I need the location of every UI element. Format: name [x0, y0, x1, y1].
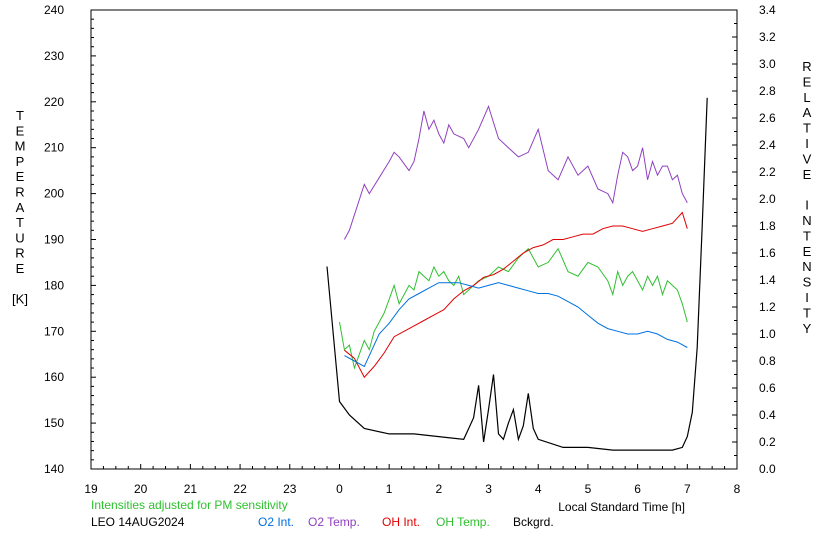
series-line-bckgrd [326, 97, 708, 451]
left-label-letter: U [15, 230, 24, 245]
left-tick-label: 150 [44, 416, 64, 430]
left-label-letter: R [15, 185, 24, 200]
right-tick-label: 3.2 [759, 30, 776, 44]
right-label-letter: S [803, 275, 812, 290]
right-label-letter: T [803, 228, 811, 243]
right-label-letter: T [803, 305, 811, 320]
right-tick-label: 1.6 [759, 246, 776, 260]
left-tick-label: 220 [44, 95, 64, 109]
left-tick-label: 210 [44, 141, 64, 155]
right-tick-label: 2.8 [759, 84, 776, 98]
right-label-letter: Y [803, 321, 812, 336]
series-line-oh-temp [339, 247, 688, 370]
right-tick-label: 1.0 [759, 327, 776, 341]
left-tick-label: 160 [44, 370, 64, 384]
legend: O2 Int. O2 Temp. OH Int. OH Temp. Bckgrd. [258, 515, 554, 529]
series-line-o2-int [344, 282, 688, 368]
plot-frame [90, 9, 738, 470]
series-line-oh-int [344, 211, 688, 379]
right-tick-label: 0.4 [759, 408, 776, 422]
right-label-letter: I [805, 198, 809, 213]
right-tick-label: 0.2 [759, 435, 776, 449]
left-tick-label: 170 [44, 324, 64, 338]
left-label-letter: T [16, 215, 24, 230]
legend-item: O2 Temp. [308, 515, 360, 529]
right-label-letter: N [802, 259, 811, 274]
left-tick-label: 240 [44, 3, 64, 17]
left-label-letter: E [16, 261, 25, 276]
x-tick-label: 23 [283, 482, 297, 496]
right-tick-label: 3.4 [759, 3, 776, 17]
sensitivity-note: Intensities adjusted for PM sensitivity [91, 498, 288, 512]
x-tick-label: 4 [535, 482, 542, 496]
bottom-axis-ticks: 19 20 21 22 23 0 1 2 3 4 5 6 7 8 [84, 464, 741, 496]
right-tick-label: 0.0 [759, 462, 776, 476]
right-label-letter: E [803, 244, 812, 259]
x-tick-label: 5 [585, 482, 592, 496]
x-tick-label: 3 [485, 482, 492, 496]
right-tick-label: 2.6 [759, 111, 776, 125]
right-tick-label: 2.0 [759, 192, 776, 206]
left-label-letter: E [16, 169, 25, 184]
legend-item: Bckgrd. [513, 515, 554, 529]
station-date: LEO 14AUG2024 [91, 515, 185, 529]
right-tick-label: 0.6 [759, 381, 776, 395]
x-tick-label: 1 [386, 482, 393, 496]
left-tick-label: 230 [44, 49, 64, 63]
left-tick-label: 200 [44, 187, 64, 201]
x-tick-label: 6 [634, 482, 641, 496]
series-line-o2-temp [343, 104, 688, 240]
left-label-letter: A [16, 200, 25, 215]
legend-item: OH Temp. [436, 515, 490, 529]
left-label-letter: R [15, 246, 24, 261]
left-label-letter: T [16, 108, 24, 123]
right-tick-label: 2.2 [759, 165, 776, 179]
left-label-letter: M [15, 139, 26, 154]
right-label-letter: V [803, 151, 812, 166]
left-axis-ticks: 140 150 160 170 180 190 200 210 220 230 240 [44, 3, 96, 476]
right-axis-ticks: 0.0 0.2 0.4 0.6 0.8 1.0 1.2 1.4 1.6 1.8 2.0 2.2 2.4 2… [732, 3, 776, 476]
right-label-letter: I [805, 290, 809, 305]
x-tick-label: 19 [84, 482, 98, 496]
right-label-letter: A [803, 105, 812, 120]
right-label-letter: R [802, 59, 811, 74]
right-label-letter: E [803, 167, 812, 182]
left-tick-label: 140 [44, 462, 64, 476]
right-label-letter: E [803, 74, 812, 89]
right-tick-label: 3.0 [759, 57, 776, 71]
x-tick-label: 20 [134, 482, 148, 496]
right-label-letter: T [803, 121, 811, 136]
x-tick-label: 8 [734, 482, 741, 496]
x-tick-label: 7 [684, 482, 691, 496]
x-tick-label: 0 [336, 482, 343, 496]
left-label-letter: P [16, 154, 25, 169]
right-tick-label: 1.4 [759, 273, 776, 287]
right-label-letter: N [802, 213, 811, 228]
x-tick-label: 22 [233, 482, 247, 496]
right-label-letter: I [805, 136, 809, 151]
legend-item: O2 Int. [258, 515, 294, 529]
left-label-letter: [K] [12, 292, 28, 307]
left-tick-label: 180 [44, 278, 64, 292]
x-tick-label: 2 [436, 482, 443, 496]
legend-item: OH Int. [382, 515, 420, 529]
x-tick-label: 21 [184, 482, 198, 496]
left-tick-label: 190 [44, 233, 64, 247]
right-tick-label: 0.8 [759, 354, 776, 368]
left-label-letter: E [16, 123, 25, 138]
series-layer [326, 97, 708, 451]
right-label-letter: L [803, 90, 810, 105]
right-tick-label: 2.4 [759, 138, 776, 152]
right-tick-label: 1.8 [759, 219, 776, 233]
x-axis-label: Local Standard Time [h] [558, 500, 685, 514]
right-tick-label: 1.2 [759, 300, 776, 314]
